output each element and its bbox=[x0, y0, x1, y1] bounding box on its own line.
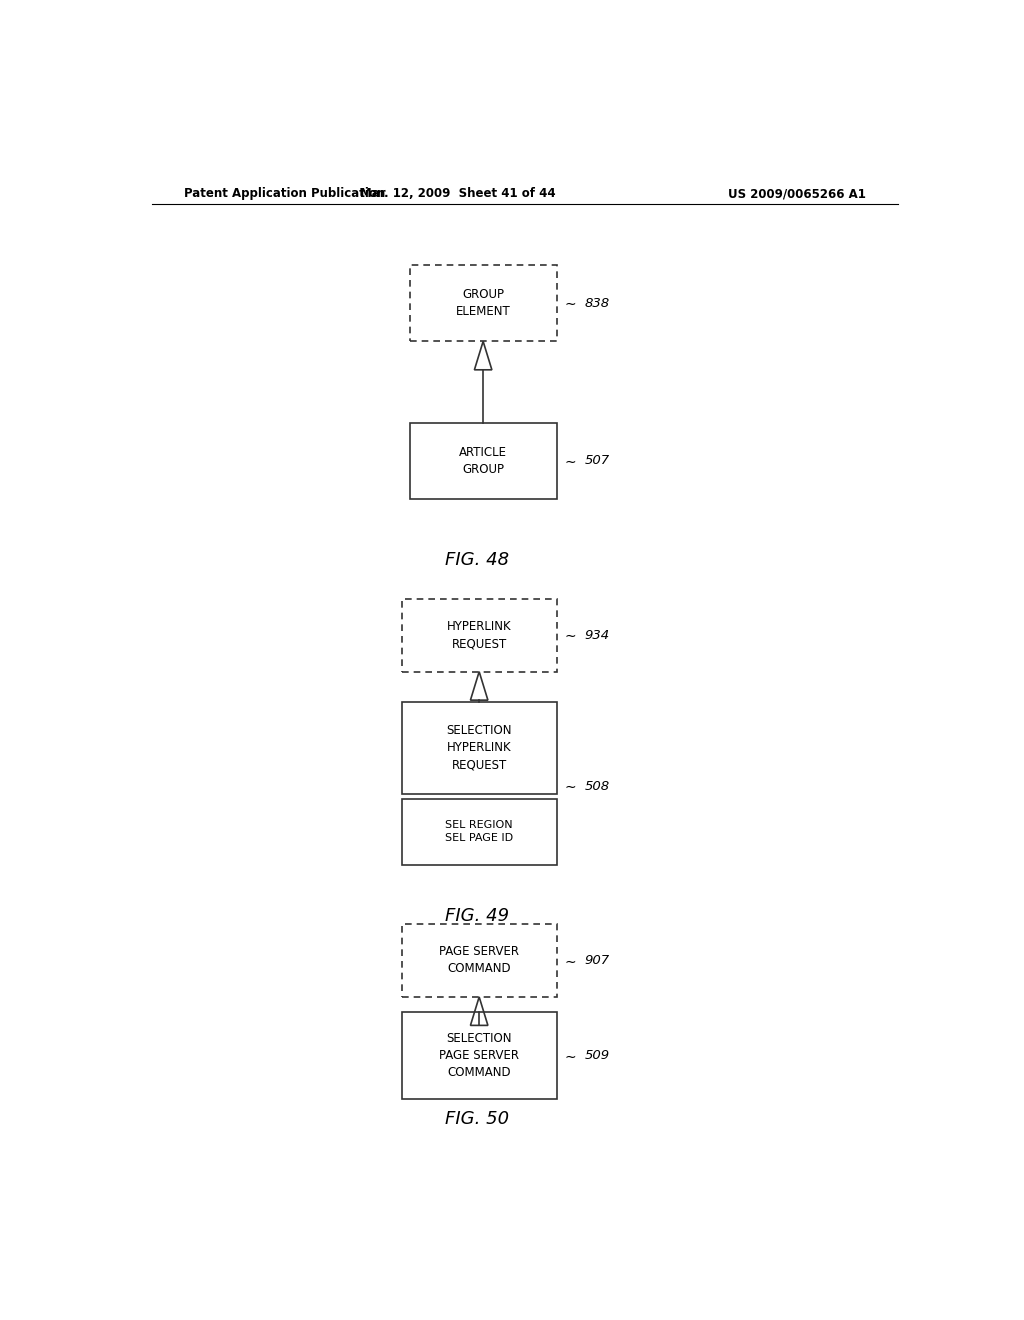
Text: FIG. 48: FIG. 48 bbox=[445, 550, 509, 569]
Text: SELECTION
HYPERLINK
REQUEST: SELECTION HYPERLINK REQUEST bbox=[446, 725, 512, 771]
Text: US 2009/0065266 A1: US 2009/0065266 A1 bbox=[728, 187, 866, 201]
Text: HYPERLINK
REQUEST: HYPERLINK REQUEST bbox=[446, 620, 511, 649]
Text: $\sim$: $\sim$ bbox=[562, 296, 577, 310]
Text: $\sim$: $\sim$ bbox=[562, 779, 577, 793]
Text: FIG. 50: FIG. 50 bbox=[445, 1110, 509, 1127]
Text: $\sim$: $\sim$ bbox=[562, 628, 577, 642]
Text: $\sim$: $\sim$ bbox=[562, 454, 577, 467]
Bar bbox=[401, 799, 557, 865]
Text: Patent Application Publication: Patent Application Publication bbox=[183, 187, 385, 201]
Bar bbox=[401, 702, 557, 793]
Text: 907: 907 bbox=[585, 954, 609, 966]
Text: 934: 934 bbox=[585, 628, 609, 642]
Text: $\sim$: $\sim$ bbox=[562, 1048, 577, 1063]
Bar bbox=[410, 265, 557, 342]
Text: SELECTION
PAGE SERVER
COMMAND: SELECTION PAGE SERVER COMMAND bbox=[439, 1032, 519, 1078]
Text: PAGE SERVER
COMMAND: PAGE SERVER COMMAND bbox=[439, 945, 519, 975]
Text: $\sim$: $\sim$ bbox=[562, 953, 577, 968]
Text: FIG. 49: FIG. 49 bbox=[445, 907, 509, 924]
Text: 507: 507 bbox=[585, 454, 609, 467]
Text: GROUP
ELEMENT: GROUP ELEMENT bbox=[456, 288, 511, 318]
Bar bbox=[401, 924, 557, 997]
Bar bbox=[401, 598, 557, 672]
Text: 508: 508 bbox=[585, 780, 609, 792]
Text: SEL REGION
SEL PAGE ID: SEL REGION SEL PAGE ID bbox=[445, 820, 513, 843]
Text: ARTICLE
GROUP: ARTICLE GROUP bbox=[459, 446, 507, 475]
Text: Mar. 12, 2009  Sheet 41 of 44: Mar. 12, 2009 Sheet 41 of 44 bbox=[359, 187, 555, 201]
Bar bbox=[401, 1012, 557, 1098]
Text: 838: 838 bbox=[585, 297, 609, 310]
Bar bbox=[410, 422, 557, 499]
Text: 509: 509 bbox=[585, 1049, 609, 1061]
